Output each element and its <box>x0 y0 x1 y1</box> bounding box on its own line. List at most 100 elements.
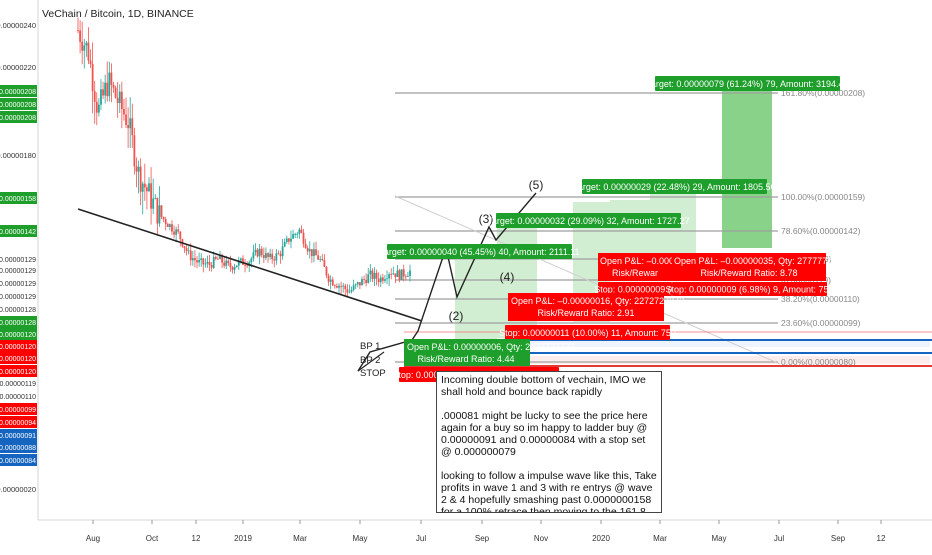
descending-trendline[interactable] <box>77 208 423 322</box>
stop-label: Stop: 0.00000009 (6.98%) 9, Amount: 750 <box>665 284 833 294</box>
fib-level-label: 23.60%(0.00000099) <box>781 318 861 328</box>
fib-level-label: 78.60%(0.00000142) <box>781 226 861 236</box>
candle-body <box>358 282 361 286</box>
candle-body <box>371 270 374 279</box>
wave-label: (5) <box>529 178 544 192</box>
candle-body <box>340 285 342 287</box>
candle-body <box>400 269 403 280</box>
candle-body <box>210 265 213 268</box>
position-pnl: Open P&L: 0.00000006, Qty: 2777777777 <box>407 342 575 352</box>
trade-idea-note: Incoming double bottom of vechain, IMO w… <box>436 371 662 513</box>
candle-body <box>81 41 84 51</box>
candle-body <box>281 246 284 257</box>
wave-label: (3) <box>479 212 494 226</box>
candle-body <box>102 89 104 96</box>
price-axis-badge: 0.00000119 <box>0 381 36 388</box>
y-tick-label: 0.00000180 <box>0 151 36 160</box>
wave-label: (4) <box>500 270 515 284</box>
candle-body <box>133 135 136 167</box>
position-rr: Risk/Reward Ratio: 8.78 <box>700 268 797 278</box>
candle-body <box>114 87 117 98</box>
target-label-bg <box>582 179 767 194</box>
price-axis-badge: 0.00000208 <box>0 102 36 109</box>
candle-body <box>231 267 234 270</box>
x-tick-label: 2019 <box>234 534 252 543</box>
candle-body <box>407 276 409 277</box>
candle-body <box>152 198 155 209</box>
wave-label: (2) <box>449 309 464 323</box>
position-pnl: Open P&L: –0.00000035, Qty: 2777777777 <box>674 256 847 266</box>
candle-body <box>338 285 340 288</box>
candle-body <box>396 270 399 277</box>
candle-body <box>392 273 395 275</box>
candle-body <box>183 246 186 249</box>
x-tick-label: Sep <box>831 534 846 543</box>
candle-body <box>166 223 169 228</box>
x-tick-label: Sep <box>475 534 490 543</box>
price-axis-badge: 0.00000129 <box>0 268 36 275</box>
candle-body <box>200 258 203 261</box>
candle-body <box>93 91 96 102</box>
candle-body <box>258 248 261 257</box>
candle-body <box>317 255 320 260</box>
candle-body <box>336 286 338 288</box>
stop-label: Stop: 0.00000011 (10.00%) 11, Amount: 75… <box>499 328 676 338</box>
candle-body <box>386 278 388 280</box>
candle-body <box>381 277 384 281</box>
candle-body <box>296 233 299 235</box>
candle-body <box>229 263 232 268</box>
candle-body <box>361 279 363 286</box>
candle-body <box>160 205 163 218</box>
entry-label: BP 1 <box>360 341 380 352</box>
note-paragraph-3: looking to follow a impulse wave like th… <box>441 470 657 513</box>
candle-body <box>256 249 259 257</box>
x-tick-label: May <box>711 534 726 543</box>
candle-body <box>97 104 100 113</box>
position-box-bg <box>672 253 826 281</box>
entry-label: STOP <box>360 368 386 379</box>
candle-body <box>123 109 125 115</box>
candle-body <box>252 252 255 259</box>
y-tick-label: 0.00000240 <box>0 21 36 30</box>
position-pnl: Open P&L: –0.0000006 <box>600 256 694 266</box>
candle-body <box>398 270 401 280</box>
note-paragraph-1: Incoming double bottom of vechain, IMO w… <box>441 374 646 398</box>
target-label: Target: 0.00000079 (61.24%) 79, Amount: … <box>646 79 848 89</box>
price-axis-badge-bg <box>0 225 37 237</box>
candle-body <box>404 276 407 278</box>
candle-body <box>83 45 86 51</box>
price-axis-badge: 0.00000120 <box>0 356 36 363</box>
x-tick-label: Aug <box>86 534 100 543</box>
candle-body <box>177 229 180 232</box>
x-tick-label: Nov <box>534 534 548 543</box>
fib-level-label: 38.20%(0.00000110) <box>781 294 860 304</box>
candle-body <box>87 42 90 61</box>
candle-body <box>89 60 92 64</box>
candle-body <box>125 114 127 125</box>
candle-body <box>198 260 201 263</box>
candle-body <box>164 219 167 224</box>
price-axis-badge: 0.00000110 <box>0 394 36 401</box>
candle-body <box>367 274 370 283</box>
candle-body <box>171 224 173 232</box>
price-axis-badge: 0.00000120 <box>0 344 36 351</box>
target-label: Target: 0.00000040 (45.45%) 40, Amount: … <box>379 247 579 257</box>
price-axis-badge: 0.00000142 <box>0 229 36 236</box>
candle-body <box>342 285 345 287</box>
price-axis-badge-bg <box>0 111 37 123</box>
candle-body <box>246 265 249 267</box>
trade-zone <box>455 260 497 340</box>
stop-label-bg <box>505 325 670 340</box>
double-bottom-leg[interactable] <box>357 351 385 372</box>
candle-body <box>118 91 121 103</box>
price-axis-badge: 0.00000128 <box>0 307 36 314</box>
candle-body <box>277 253 280 255</box>
candle-body <box>129 118 132 129</box>
position-pnl: Open P&L: –0.00000016, Qty: 2272727272 <box>511 296 684 306</box>
candle-body <box>348 291 351 293</box>
candle-body <box>175 229 178 235</box>
candle-body <box>325 266 328 276</box>
candle-body <box>202 258 205 265</box>
candle-body <box>221 255 223 263</box>
